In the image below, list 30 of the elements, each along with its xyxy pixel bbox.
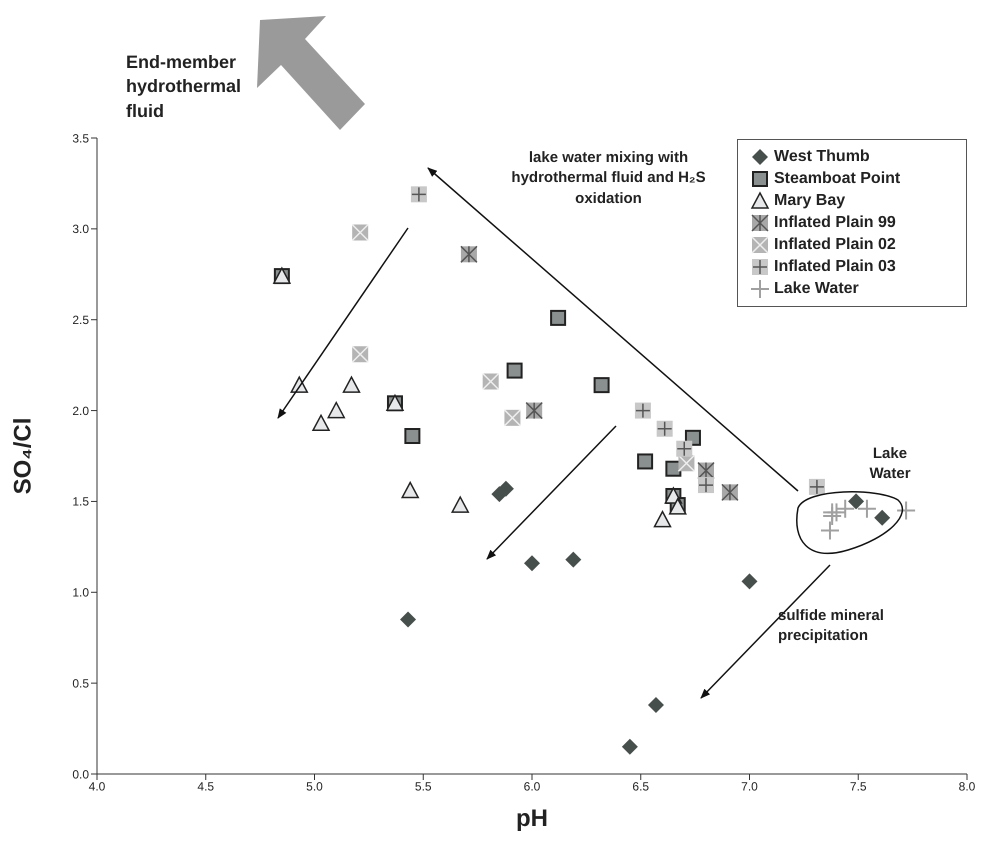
x-axis-title: pH [516, 805, 548, 832]
legend-label: West Thumb [774, 148, 870, 166]
legend-label: Steamboat Point [774, 170, 900, 188]
legend-label: Mary Bay [774, 192, 846, 210]
legend-label: Lake Water [774, 280, 859, 298]
x-tick-label: 7.5 [850, 780, 867, 794]
legend-label: Inflated Plain 02 [774, 236, 896, 254]
y-tick-label: 3.0 [72, 222, 90, 236]
annotation: lake water mixing with hydrothermal fluid and H₂S oxidation [510, 148, 707, 208]
annotation: sulfide mineral precipitation [778, 606, 885, 646]
y-tick-label: 0.0 [72, 767, 90, 782]
y-tick-label: 1.5 [72, 494, 90, 509]
x-tick-label: 6.5 [632, 780, 650, 794]
text: End-member hydrothermal fluid [126, 51, 242, 123]
y-tick-label: 0.5 [72, 676, 90, 690]
y-tick-label: 3.5 [72, 131, 90, 146]
x-tick-label: 4.5 [197, 780, 214, 794]
x-tick-label: 5.0 [306, 780, 324, 794]
y-tick-label: 2.5 [72, 312, 90, 327]
x-tick-label: 4.0 [88, 780, 106, 794]
annotation: Lake Water [868, 444, 912, 484]
legend-label: Inflated Plain 99 [774, 214, 896, 232]
legend-label: Inflated Plain 03 [774, 258, 896, 276]
y-tick-label: 1.0 [72, 586, 90, 600]
y-tick-label: 2.0 [72, 404, 90, 418]
x-tick-label: 6.0 [524, 780, 541, 794]
y-axis-title: SO₄/Cl [10, 418, 37, 494]
x-tick-label: 8.0 [958, 780, 976, 794]
x-tick-label: 7.0 [741, 780, 758, 794]
x-tick-label: 5.5 [414, 780, 432, 794]
